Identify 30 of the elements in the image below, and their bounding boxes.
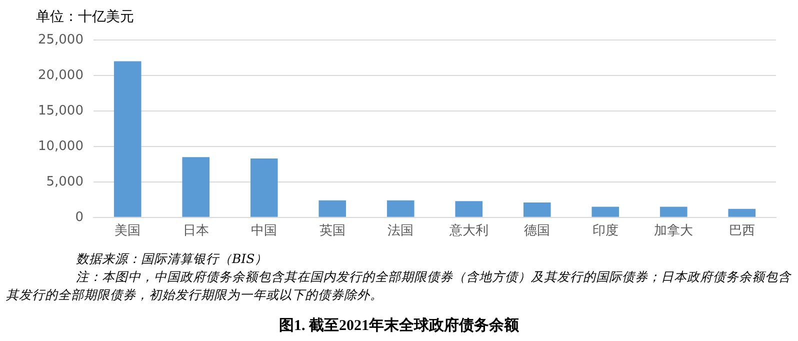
y-tick-label: 0 [75, 210, 84, 225]
bar [250, 158, 278, 217]
x-tick-label: 法国 [388, 224, 414, 239]
x-tick-label: 英国 [319, 224, 346, 239]
y-tick-label: 5,000 [46, 174, 84, 190]
bar [182, 157, 210, 217]
y-tick-label: 15,000 [38, 103, 84, 118]
x-tick-label: 美国 [114, 222, 141, 239]
bar [660, 206, 688, 217]
x-tick-label: 德国 [524, 224, 550, 239]
bar [318, 200, 346, 217]
y-tick-label: 25,000 [38, 32, 84, 48]
y-axis-title: 单位：十亿美元 [36, 8, 134, 26]
bar [114, 61, 142, 217]
bar [728, 208, 756, 217]
x-tick-label: 中国 [251, 224, 278, 239]
x-tick-label: 意大利 [448, 224, 488, 239]
x-tick-label: 加拿大 [654, 224, 694, 239]
bar [455, 201, 483, 217]
y-tick-label: 10,000 [38, 138, 84, 154]
text: 注：本图中，中国政府债务余额包含其在国内发行的全部期限债券（含地方债）及其发行的国际债券；日本政府债务余额包含其发行的全部期限债券，初始发行期限为一年或以下的债券除外。 [6, 268, 792, 304]
x-tick-label: 日本 [182, 224, 209, 239]
bar [386, 200, 414, 217]
bar [523, 202, 551, 217]
x-tick-label: 巴西 [728, 224, 755, 239]
y-tick-label: 20,000 [38, 68, 84, 83]
x-tick-label: 印度 [592, 222, 618, 239]
text: 图1. 截至2021年末全球政府债务余额 [278, 316, 520, 335]
source-note: 数据来源：国际清算银行（BIS） [75, 250, 269, 268]
bar [592, 206, 620, 217]
